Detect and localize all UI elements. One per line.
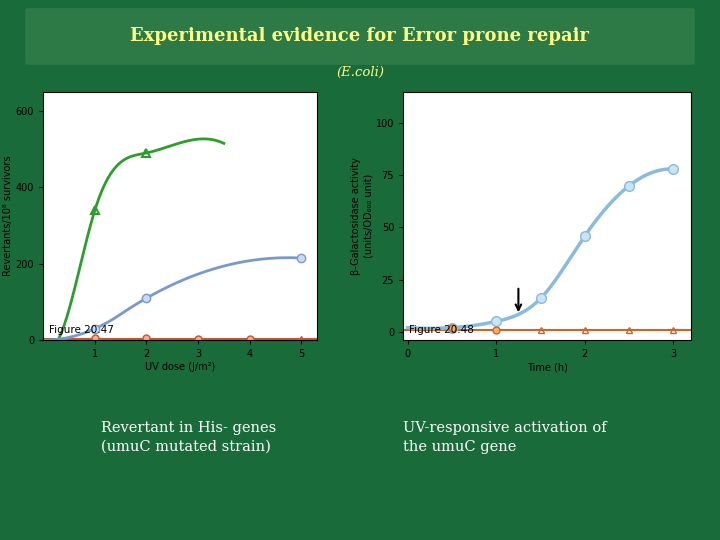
Text: (E.coli): (E.coli) bbox=[336, 66, 384, 79]
X-axis label: UV dose (J/m²): UV dose (J/m²) bbox=[145, 362, 215, 372]
Y-axis label: Revertants/10⁸ survivors: Revertants/10⁸ survivors bbox=[3, 156, 13, 276]
X-axis label: Time (h): Time (h) bbox=[527, 362, 567, 372]
Text: Figure 20.48: Figure 20.48 bbox=[409, 325, 474, 335]
Text: UV-responsive activation of
the umuC gene: UV-responsive activation of the umuC gen… bbox=[403, 421, 607, 454]
Y-axis label: β-Galactosidase activity
(units/OD₆₀₀ unit): β-Galactosidase activity (units/OD₆₀₀ un… bbox=[351, 157, 373, 275]
Text: Revertant in His- genes
(umuC mutated strain): Revertant in His- genes (umuC mutated st… bbox=[101, 421, 276, 454]
Text: Experimental evidence for Error prone repair: Experimental evidence for Error prone re… bbox=[130, 27, 590, 45]
Text: Figure 20.47: Figure 20.47 bbox=[49, 325, 114, 335]
